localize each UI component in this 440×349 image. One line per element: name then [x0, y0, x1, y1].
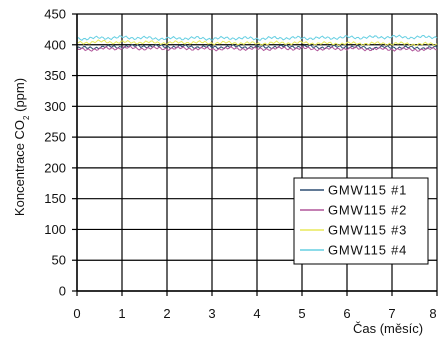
x-axis-label: Čas (měsíc) [353, 321, 423, 336]
y-tick-label: 400 [44, 37, 66, 52]
y-axis-label: Koncentrace CO2 (ppm) [12, 78, 31, 216]
legend-label-2: GMW115 #2 [328, 203, 407, 218]
series-line-4 [76, 34, 438, 42]
y-axis-label-main: Koncentrace CO [12, 120, 27, 216]
x-tick-label: 3 [208, 306, 215, 321]
y-tick-label: 200 [44, 160, 66, 175]
series-layer [76, 34, 438, 52]
x-tick-label: 8 [429, 306, 436, 321]
y-tick-label: 0 [59, 284, 66, 299]
legend: GMW115 #1 GMW115 #2 GMW115 #3 GMW115 #4 [293, 177, 429, 265]
x-tick-label: 6 [343, 306, 350, 321]
y-tick-label: 300 [44, 99, 66, 114]
axes [72, 13, 438, 296]
x-tick-label: 4 [253, 306, 260, 321]
x-tick-label: 0 [73, 306, 80, 321]
series-line-2 [76, 45, 438, 52]
y-tick-label: 100 [44, 222, 66, 237]
series-line-3 [76, 39, 438, 47]
legend-label-4: GMW115 #4 [328, 243, 407, 258]
x-tick-label: 1 [118, 306, 125, 321]
y-tick-label: 450 [44, 7, 66, 22]
legend-label-1: GMW115 #1 [328, 183, 407, 198]
y-tick-label: 250 [44, 130, 66, 145]
y-tick-label: 50 [52, 253, 66, 268]
x-tick-label: 7 [388, 306, 395, 321]
x-tick-label: 5 [298, 306, 305, 321]
y-tick-label: 150 [44, 191, 66, 206]
y-axis-label-subscript: 2 [22, 115, 31, 120]
y-axis-label-unit: (ppm) [12, 78, 27, 116]
tick-labels: 0 50 100 150 200 250 300 350 400 450 0 1 2 3 4 5 6 7 8 [44, 7, 436, 322]
legend-label-3: GMW115 #3 [328, 223, 407, 238]
y-tick-label: 350 [44, 68, 66, 83]
x-tick-label: 2 [163, 306, 170, 321]
series-line-1 [76, 43, 438, 51]
